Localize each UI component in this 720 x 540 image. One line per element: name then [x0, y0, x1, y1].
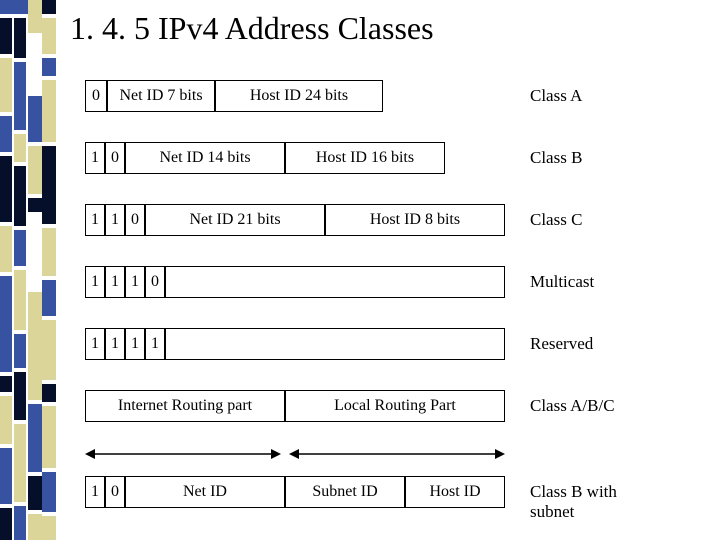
- diagram-cell: 1: [85, 142, 105, 174]
- diagram-cell: Net ID 7 bits: [107, 80, 215, 112]
- sidebar-block: [14, 134, 26, 162]
- diagram-cell: 1: [105, 266, 125, 298]
- sidebar-block: [0, 376, 12, 392]
- row-label: Multicast: [530, 272, 594, 292]
- diagram-row: 1110Multicast: [85, 266, 645, 302]
- sidebar-block: [14, 230, 26, 266]
- diagram-cell: Host ID: [405, 476, 505, 508]
- sidebar-block: [28, 146, 42, 194]
- sidebar-block: [0, 58, 12, 112]
- diagram-cell: 0: [105, 142, 125, 174]
- sidebar-block: [12, 0, 28, 14]
- diagram-row: 10Net IDSubnet IDHost IDClass B with sub…: [85, 476, 645, 512]
- sidebar-block: [28, 0, 42, 33]
- diagram-cell: Net ID 21 bits: [145, 204, 325, 236]
- arrow-row: [85, 444, 645, 468]
- diagram-cell: [165, 266, 505, 298]
- sidebar-block: [0, 116, 12, 152]
- sidebar-block: [0, 448, 12, 504]
- sidebar-block: [42, 516, 56, 540]
- sidebar-block: [14, 334, 26, 368]
- diagram-cell: 1: [125, 266, 145, 298]
- diagram-cell: Internet Routing part: [85, 390, 285, 422]
- sidebar-block: [42, 406, 56, 468]
- sidebar-block: [42, 320, 56, 380]
- row-label: Class B: [530, 148, 582, 168]
- diagram-cell: Subnet ID: [285, 476, 405, 508]
- sidebar-block: [28, 96, 42, 142]
- diagram-cell: Host ID 16 bits: [285, 142, 445, 174]
- sidebar-block: [42, 472, 56, 512]
- sidebar-block: [28, 198, 42, 212]
- diagram-cell: Net ID 14 bits: [125, 142, 285, 174]
- diagram-cell: 1: [105, 328, 125, 360]
- row-label: Class A: [530, 86, 582, 106]
- diagram-cell: 0: [85, 80, 107, 112]
- sidebar-block: [42, 228, 56, 276]
- sidebar-block: [0, 276, 12, 372]
- row-label: Class C: [530, 210, 582, 230]
- sidebar-block: [14, 506, 26, 540]
- diagram-cell: 1: [85, 476, 105, 508]
- address-class-diagram: 0Net ID 7 bitsHost ID 24 bitsClass A10Ne…: [85, 80, 645, 538]
- sidebar-block: [28, 476, 42, 510]
- diagram-cell: Local Routing Part: [285, 390, 505, 422]
- sidebar-block: [42, 146, 56, 224]
- sidebar-block: [28, 292, 42, 400]
- sidebar-block: [28, 216, 42, 288]
- diagram-cell: 1: [85, 266, 105, 298]
- sidebar-block: [0, 508, 12, 540]
- sidebar-block: [14, 424, 26, 502]
- diagram-cell: 1: [85, 204, 105, 236]
- row-label: Reserved: [530, 334, 593, 354]
- sidebar-block: [0, 18, 12, 54]
- sidebar-block: [14, 270, 26, 330]
- diagram-cell: 1: [85, 328, 105, 360]
- diagram-cell: 1: [145, 328, 165, 360]
- diagram-cell: 0: [145, 266, 165, 298]
- diagram-row: 10Net ID 14 bitsHost ID 16 bits Class B: [85, 142, 645, 178]
- sidebar-block: [42, 0, 56, 14]
- row-label: Class B with subnet: [530, 482, 645, 522]
- diagram-cell: Net ID: [125, 476, 285, 508]
- sidebar-block: [28, 404, 42, 472]
- diagram-cell: Host ID 8 bits: [325, 204, 505, 236]
- sidebar-block: [14, 166, 26, 226]
- sidebar-block: [0, 396, 12, 444]
- sidebar-block: [28, 514, 42, 540]
- diagram-cell: 1: [125, 328, 145, 360]
- diagram-row: Internet Routing partLocal Routing Part C…: [85, 390, 645, 426]
- diagram-cell: Host ID 24 bits: [215, 80, 383, 112]
- sidebar-block: [42, 18, 56, 54]
- sidebar-block: [42, 58, 56, 76]
- slide-title: 1. 4. 5 IPv4 Address Classes: [70, 10, 434, 47]
- diagram-row: 1111Reserved: [85, 328, 645, 364]
- sidebar-block: [42, 280, 56, 316]
- sidebar-block: [28, 36, 42, 92]
- sidebar-block: [0, 226, 12, 272]
- sidebar-block: [14, 372, 26, 420]
- row-label: Class A/B/C: [530, 396, 615, 416]
- diagram-cell: [165, 328, 505, 360]
- sidebar-block: [42, 80, 56, 142]
- diagram-cell: 0: [125, 204, 145, 236]
- sidebar-block: [14, 62, 26, 130]
- sidebar-block: [42, 384, 56, 402]
- diagram-row: 110Net ID 21 bitsHost ID 8 bits Class C: [85, 204, 645, 240]
- sidebar-block: [14, 18, 26, 58]
- diagram-row: 0Net ID 7 bitsHost ID 24 bits Class A: [85, 80, 645, 116]
- diagram-cell: 1: [105, 204, 125, 236]
- sidebar-block: [0, 0, 12, 14]
- decorative-sidebar: [0, 0, 58, 540]
- diagram-cell: 0: [105, 476, 125, 508]
- sidebar-block: [0, 156, 12, 222]
